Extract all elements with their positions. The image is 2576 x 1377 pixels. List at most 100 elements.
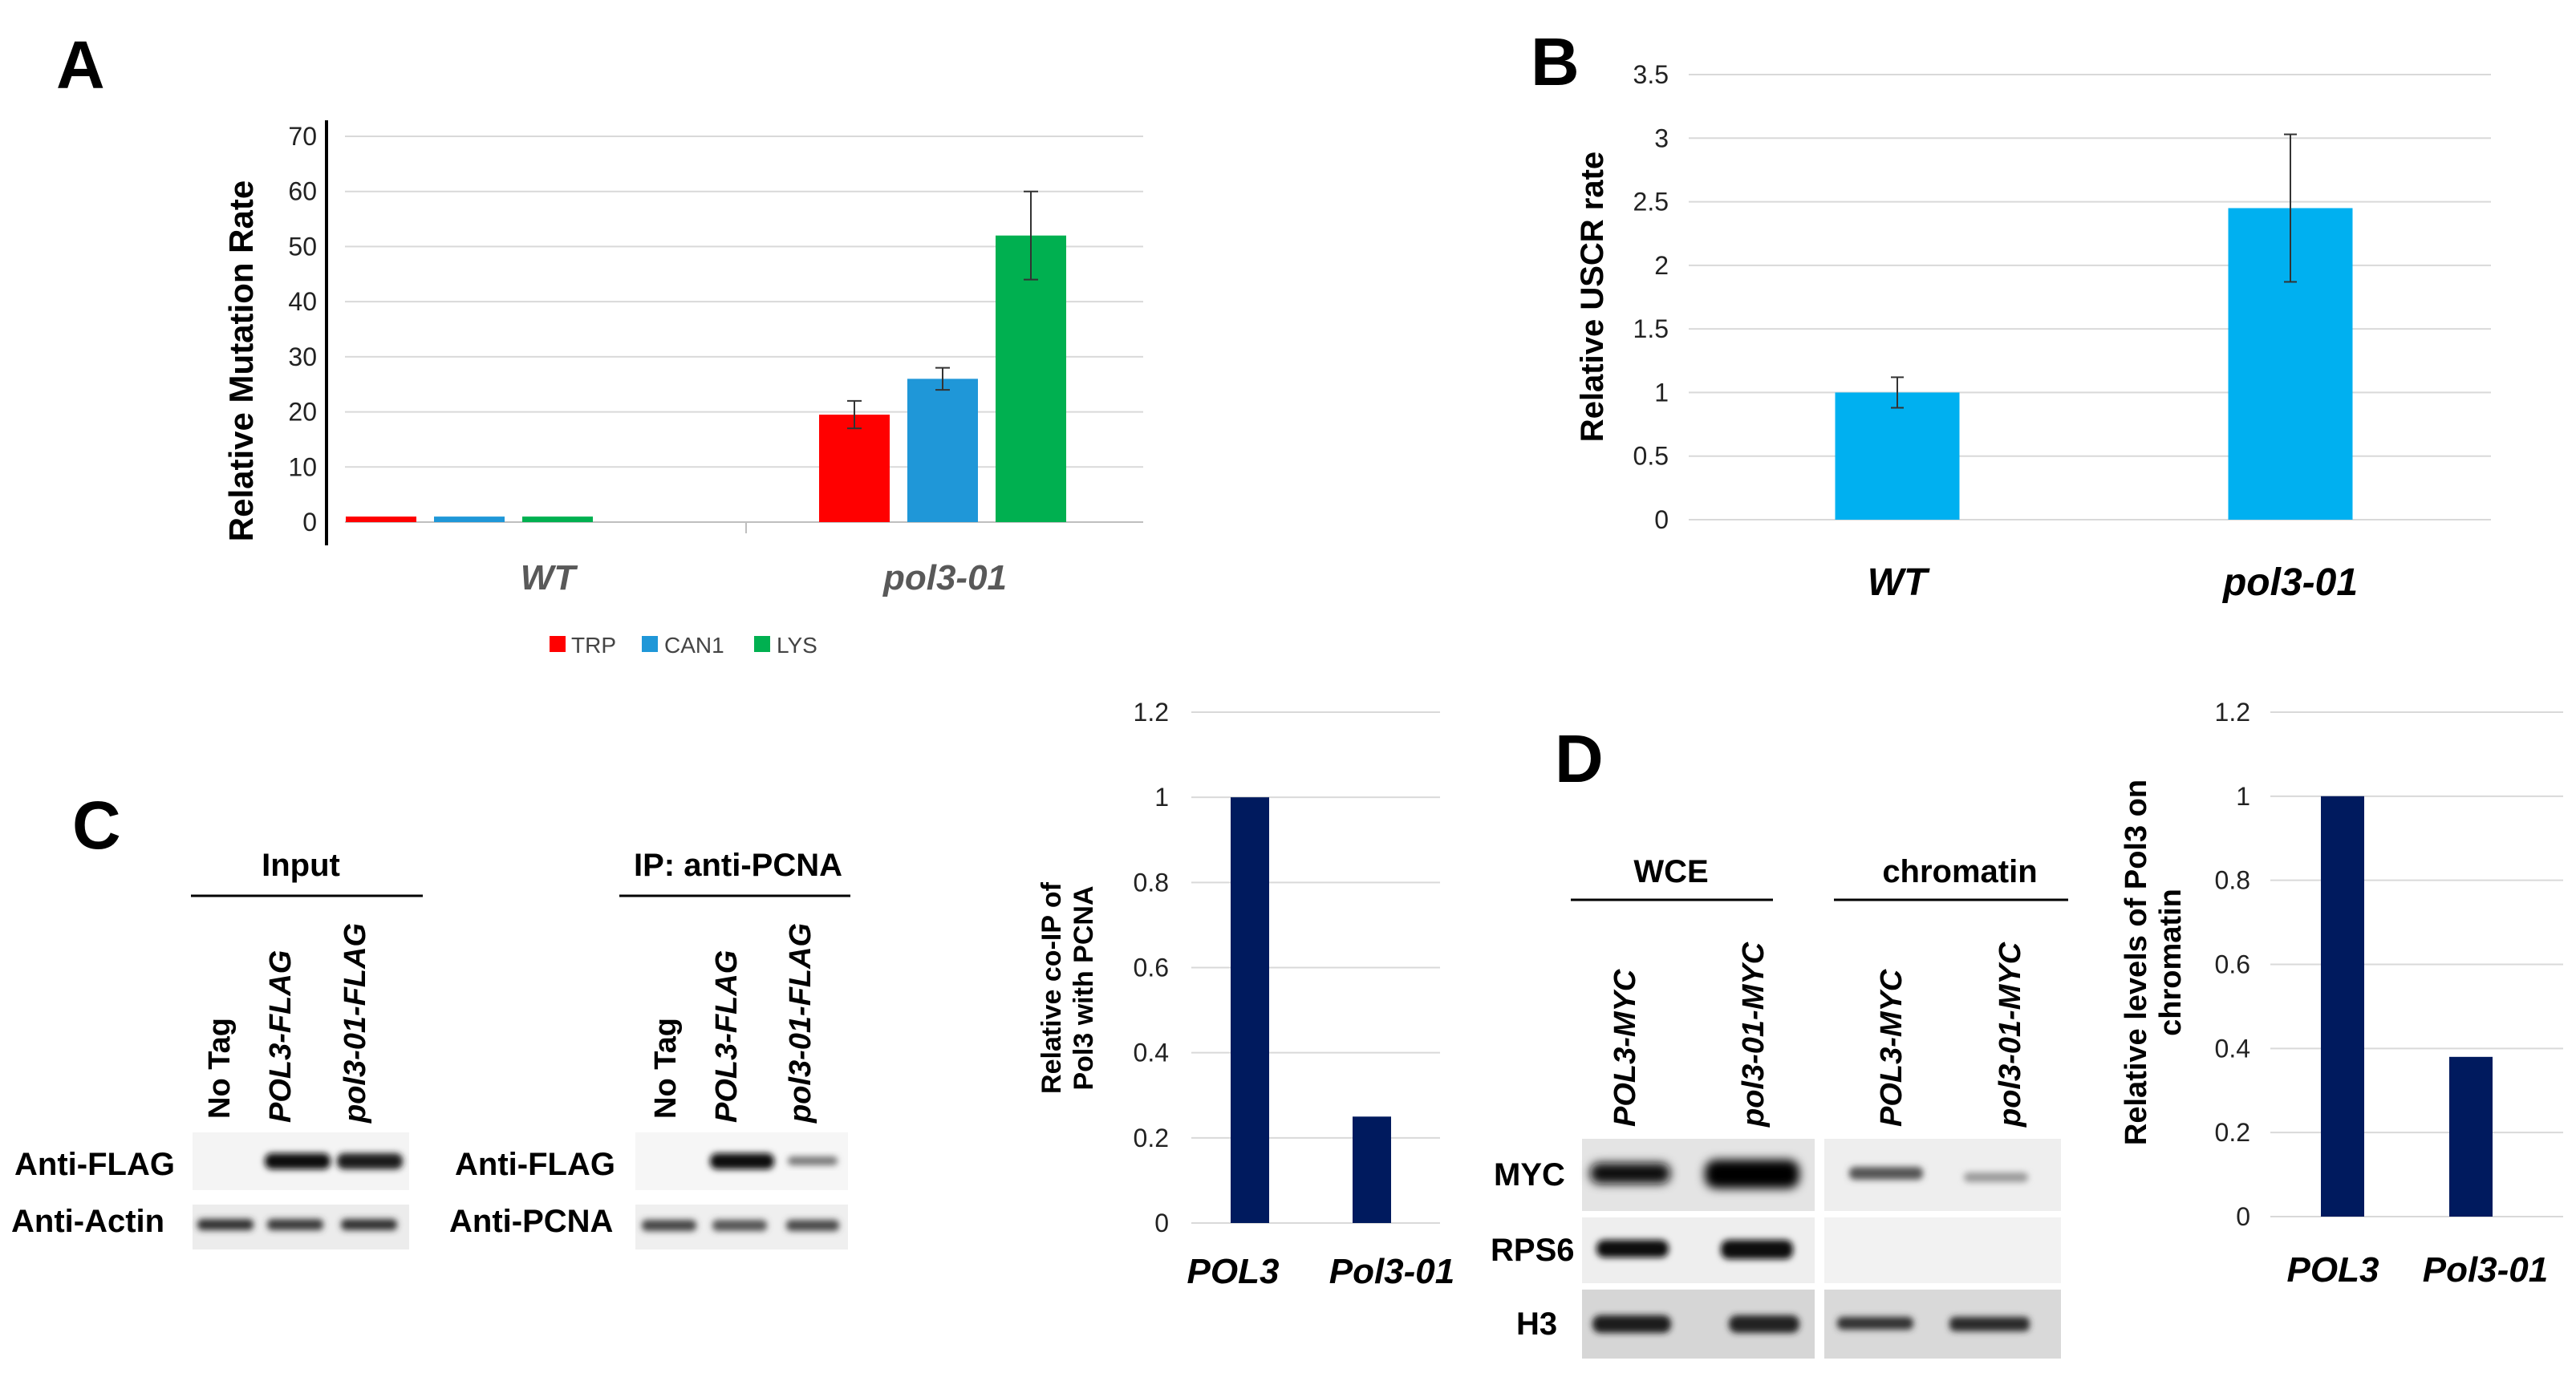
categories-b: WT pol3-01	[1868, 561, 2358, 604]
blot-chromatin-rps6	[1824, 1217, 2061, 1283]
gridlines-b	[1689, 74, 2491, 520]
legend-a: TRP CAN1 LYS	[550, 633, 817, 658]
category-label-b-0: WT	[1868, 561, 1930, 604]
lane-label-pol3-flag-ip: POL3-FLAG	[710, 950, 744, 1123]
ytick-b-6: 3	[1654, 124, 1669, 152]
ylabel-d-line1: Relative levels of Pol3 on	[2120, 780, 2153, 1145]
blot-wce-rps6	[1582, 1217, 1815, 1283]
ylabel-d-line2: chromatin	[2154, 889, 2188, 1036]
ylabel-a: Relative Mutation Rate	[222, 180, 260, 541]
ytick-b-0: 0	[1654, 505, 1669, 534]
lane-label-pol3-01-flag-ip: pol3-01-FLAG	[784, 923, 817, 1124]
panel-letter-d: D	[1555, 721, 1604, 796]
blot-input-flag	[193, 1132, 409, 1190]
category-label-d-0: POL3	[2287, 1250, 2379, 1290]
blot-ip-pcna	[635, 1205, 848, 1249]
lane-label-notag-input: No Tag	[203, 1018, 237, 1119]
ytick-c-2: 0.4	[1134, 1039, 1169, 1067]
bar-c-0	[1231, 797, 1269, 1223]
row-label-anti-pcna: Anti-PCNA	[449, 1204, 613, 1239]
ytick-a-7: 70	[288, 122, 317, 151]
panel-c-chart: Relative co-IP of Pol3 with PCNA 0 0.2 0.4…	[1036, 698, 1454, 1291]
ytick-a-4: 40	[288, 287, 317, 316]
bar-d-1	[2449, 1056, 2493, 1217]
legend-swatch-lys	[754, 636, 770, 652]
panel-d: D WCE chromatin POL3-MYC pol3-01-MYC POL…	[1491, 721, 2068, 1359]
ytick-b-7: 3.5	[1633, 60, 1669, 89]
ytick-b-4: 2	[1654, 251, 1669, 280]
lane-label-notag-ip: No Tag	[649, 1018, 683, 1119]
categories-a: WT pol3-01	[521, 558, 1007, 597]
ytick-b-1: 0.5	[1633, 442, 1669, 471]
legend-swatch-can1	[642, 636, 658, 652]
bar-a-can1-0	[434, 516, 505, 522]
blot-input-actin	[193, 1205, 409, 1249]
ylabel-c-line1: Relative co-IP of	[1036, 881, 1067, 1094]
ytick-c-4: 0.8	[1134, 868, 1169, 897]
bar-d-0	[2321, 796, 2364, 1217]
panel-b: B Relative USCR rate 0 0.5 1 1.5 2 2.5 3 3.5 WT…	[1531, 24, 2491, 604]
gridlines-c	[1191, 711, 1440, 1224]
bar-a-lys-0	[522, 516, 593, 522]
category-label-c-1: Pol3-01	[1329, 1252, 1455, 1291]
row-label-h3: H3	[1516, 1306, 1557, 1342]
ytick-d-5: 1	[2236, 782, 2250, 811]
bar-a-lys-1	[996, 235, 1066, 522]
ytick-b-2: 1	[1654, 378, 1669, 407]
panel-a: A Relative Mutation Rate 0 10 20 30 40 50 60 70…	[56, 27, 1143, 658]
header-wce: WCE	[1633, 854, 1708, 889]
panel-letter-c: C	[72, 788, 121, 863]
ytick-c-3: 0.6	[1134, 954, 1169, 982]
ytick-c-0: 0	[1154, 1209, 1169, 1237]
ytick-c-1: 0.2	[1134, 1124, 1169, 1152]
ytick-b-5: 2.5	[1633, 188, 1669, 217]
bars-c	[1231, 797, 1391, 1223]
panel-d-chart: Relative levels of Pol3 on chromatin 0 0.…	[2120, 698, 2563, 1290]
category-label-a-1: pol3-01	[882, 558, 1007, 597]
yticks-c: 0 0.2 0.4 0.6 0.8 1 1.2	[1134, 698, 1169, 1237]
legend-swatch-trp	[550, 636, 566, 652]
ylabel-b: Relative USCR rate	[1575, 152, 1610, 442]
categories-c: POL3 Pol3-01	[1187, 1252, 1455, 1291]
ytick-a-0: 0	[302, 508, 317, 537]
header-ip-pcna: IP: anti-PCNA	[634, 848, 842, 883]
ylabel-c-line2: Pol3 with PCNA	[1069, 885, 1099, 1090]
row-label-rps6: RPS6	[1491, 1233, 1575, 1268]
yticks-d: 0 0.2 0.4 0.6 0.8 1 1.2	[2215, 698, 2250, 1231]
panel-letter-a: A	[56, 27, 105, 103]
blot-chromatin-myc	[1824, 1139, 2061, 1211]
category-label-d-1: Pol3-01	[2423, 1250, 2549, 1290]
ytick-a-2: 20	[288, 398, 317, 427]
lane-label-pol3-myc-wce: POL3-MYC	[1608, 969, 1642, 1127]
bar-a-trp-0	[346, 516, 416, 522]
header-chromatin: chromatin	[1882, 854, 2037, 889]
legend-label-lys: LYS	[777, 633, 817, 658]
bar-c-1	[1353, 1116, 1391, 1223]
blot-wce-myc	[1582, 1139, 1815, 1211]
bar-a-trp-1	[819, 415, 890, 522]
gridlines-a	[345, 136, 1143, 523]
bars-d	[2321, 796, 2493, 1217]
blot-ip-flag	[635, 1132, 848, 1190]
legend-label-can1: CAN1	[664, 633, 724, 658]
ytick-d-1: 0.2	[2215, 1118, 2250, 1147]
category-label-b-1: pol3-01	[2221, 561, 2358, 604]
ytick-c-6: 1.2	[1134, 698, 1169, 727]
row-label-anti-actin: Anti-Actin	[11, 1204, 164, 1239]
bar-a-can1-1	[907, 379, 978, 522]
header-input: Input	[262, 848, 340, 883]
blot-wce-h3	[1582, 1290, 1815, 1359]
category-label-a-0: WT	[521, 558, 578, 597]
lane-label-pol3-01-myc-chromatin: pol3-01-MYC	[1994, 942, 2027, 1128]
bars-a	[346, 190, 1066, 522]
category-label-c-0: POL3	[1187, 1252, 1280, 1291]
blot-chromatin-h3	[1824, 1290, 2061, 1359]
ytick-a-6: 60	[288, 177, 317, 206]
ytick-b-3: 1.5	[1633, 314, 1669, 343]
ytick-d-0: 0	[2236, 1202, 2250, 1231]
legend-label-trp: TRP	[571, 633, 616, 658]
row-label-myc: MYC	[1494, 1157, 1565, 1193]
ytick-a-5: 50	[288, 232, 317, 261]
lane-label-pol3-01-myc-wce: pol3-01-MYC	[1737, 942, 1771, 1128]
